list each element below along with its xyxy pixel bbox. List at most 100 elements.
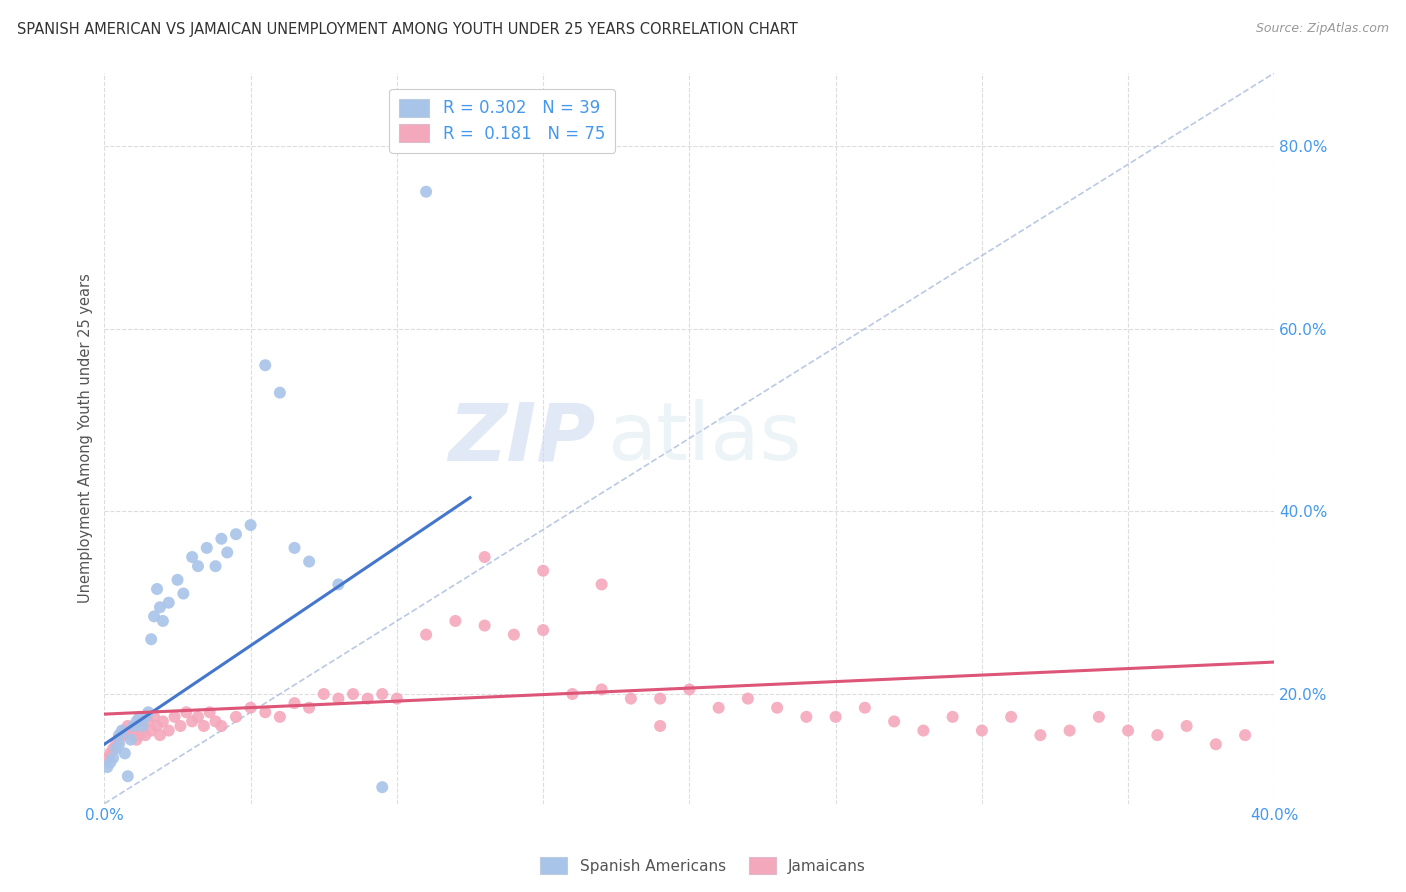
Point [328, 691, 350, 706]
Point [1116, 723, 1139, 738]
Point [198, 706, 221, 720]
Point [283, 541, 305, 555]
Point [108, 737, 131, 751]
Point [131, 719, 153, 733]
Point [136, 714, 159, 729]
Point [269, 385, 291, 400]
Point [105, 737, 128, 751]
Point [254, 358, 277, 372]
Point [883, 714, 905, 729]
Point [204, 714, 226, 729]
Point [239, 518, 262, 533]
Point [122, 719, 145, 733]
Point [444, 614, 467, 628]
Point [157, 596, 180, 610]
Point [283, 696, 305, 710]
Point [1175, 719, 1198, 733]
Point [111, 728, 134, 742]
Point [111, 723, 134, 738]
Point [474, 618, 496, 632]
Point [114, 747, 136, 761]
Point [120, 732, 142, 747]
Point [328, 577, 350, 591]
Point [853, 700, 876, 714]
Legend: R = 0.302   N = 39, R =  0.181   N = 75: R = 0.302 N = 39, R = 0.181 N = 75 [389, 88, 614, 153]
Point [98, 756, 121, 770]
Point [796, 710, 818, 724]
Point [415, 185, 437, 199]
Text: atlas: atlas [607, 400, 801, 477]
Point [678, 682, 700, 697]
Point [650, 719, 672, 733]
Point [195, 541, 218, 555]
Point [136, 706, 159, 720]
Point [117, 719, 139, 733]
Point [141, 632, 163, 647]
Point [122, 723, 145, 738]
Text: Source: ZipAtlas.com: Source: ZipAtlas.com [1256, 22, 1389, 36]
Point [298, 555, 321, 569]
Point [98, 747, 121, 761]
Point [128, 728, 150, 742]
Point [1029, 728, 1052, 742]
Text: ZIP: ZIP [449, 400, 596, 477]
Point [342, 687, 364, 701]
Point [143, 710, 166, 724]
Point [141, 723, 163, 738]
Point [650, 691, 672, 706]
Point [298, 700, 321, 714]
Point [415, 628, 437, 642]
Point [146, 719, 169, 733]
Point [108, 728, 131, 742]
Point [385, 691, 408, 706]
Point [143, 609, 166, 624]
Point [1059, 723, 1081, 738]
Point [620, 691, 643, 706]
Point [1146, 728, 1168, 742]
Point [824, 710, 846, 724]
Point [209, 532, 232, 546]
Point [970, 723, 993, 738]
Point [225, 710, 247, 724]
Point [1205, 737, 1227, 751]
Point [96, 760, 118, 774]
Point [531, 623, 554, 637]
Point [157, 723, 180, 738]
Point [152, 714, 174, 729]
Point [269, 710, 291, 724]
Point [146, 582, 169, 596]
Point [737, 691, 759, 706]
Point [117, 769, 139, 783]
Point [125, 714, 148, 729]
Point [193, 719, 215, 733]
Point [1000, 710, 1022, 724]
Point [1088, 710, 1111, 724]
Point [131, 719, 153, 733]
Point [217, 545, 239, 559]
Text: SPANISH AMERICAN VS JAMAICAN UNEMPLOYMENT AMONG YOUTH UNDER 25 YEARS CORRELATION: SPANISH AMERICAN VS JAMAICAN UNEMPLOYMEN… [17, 22, 797, 37]
Point [591, 577, 613, 591]
Point [912, 723, 935, 738]
Point [181, 714, 204, 729]
Point [174, 706, 197, 720]
Point [101, 751, 124, 765]
Point [204, 559, 226, 574]
Point [474, 549, 496, 564]
Point [134, 728, 156, 742]
Point [371, 687, 394, 701]
Point [134, 710, 156, 724]
Point [531, 564, 554, 578]
Legend: Spanish Americans, Jamaicans: Spanish Americans, Jamaicans [534, 851, 872, 880]
Point [181, 549, 204, 564]
Point [225, 527, 247, 541]
Y-axis label: Unemployment Among Youth under 25 years: Unemployment Among Youth under 25 years [79, 273, 93, 603]
Point [239, 700, 262, 714]
Point [254, 706, 277, 720]
Point [166, 573, 188, 587]
Point [1234, 728, 1257, 742]
Point [312, 687, 335, 701]
Point [209, 719, 232, 733]
Point [108, 732, 131, 747]
Point [187, 710, 209, 724]
Point [187, 559, 209, 574]
